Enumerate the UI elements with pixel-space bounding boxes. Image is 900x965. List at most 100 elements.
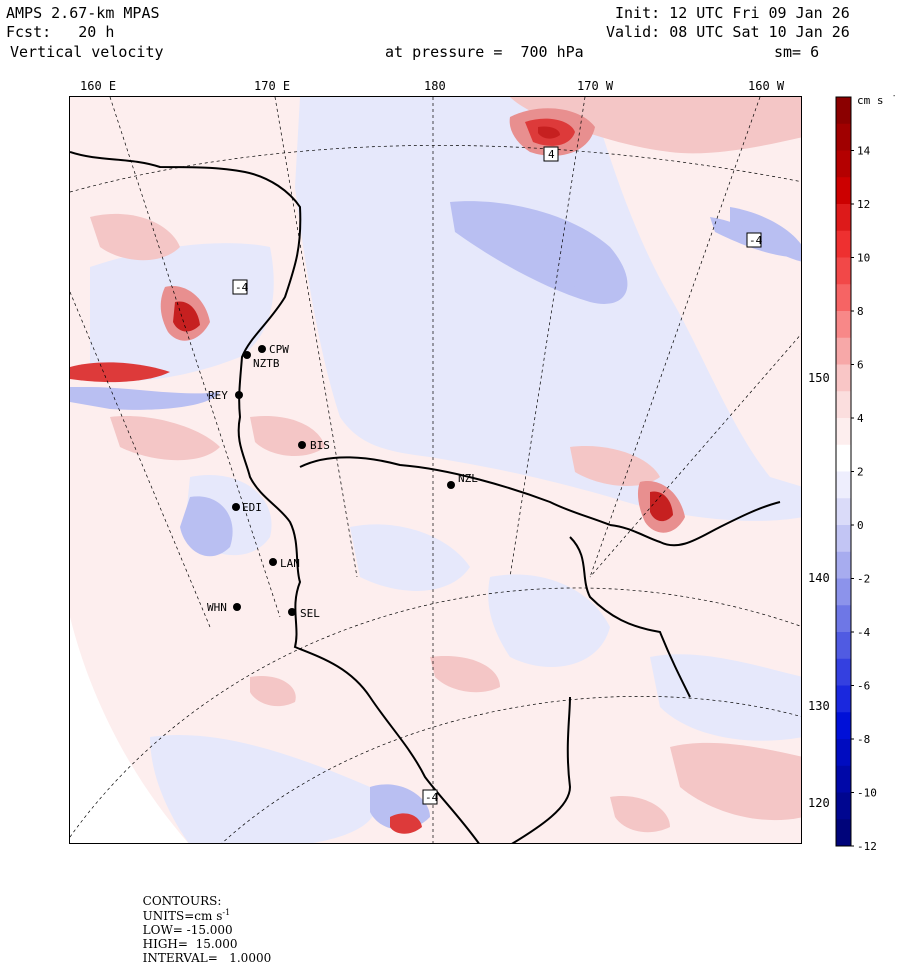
footer-high: HIGH= 15.000 <box>142 937 238 951</box>
station-sel: SEL <box>288 607 320 620</box>
colorbar-tick-label: -4 <box>857 626 871 639</box>
colorbar-swatch <box>836 685 851 713</box>
stations: CPW NZTB REY BIS NZL EDI LAN SEL WHN <box>207 343 478 620</box>
weak-descent-regions <box>90 97 801 843</box>
high-marker-1: 4 <box>543 146 559 162</box>
colorbar-swatch <box>836 177 851 205</box>
svg-text:REY: REY <box>208 389 228 402</box>
colorbar-swatch <box>836 792 851 820</box>
colorbar-tick-label: -2 <box>857 573 870 586</box>
svg-text:-4: -4 <box>749 234 763 247</box>
colorbar-tick-label: 10 <box>857 252 870 265</box>
colorbar-swatch <box>836 230 851 258</box>
colorbar-swatch <box>836 97 851 125</box>
low-marker-3: -4 <box>422 789 439 805</box>
field-name: Vertical velocity <box>10 43 164 61</box>
svg-text:EDI: EDI <box>242 501 262 514</box>
colorbar-swatch <box>836 712 851 740</box>
colorbar-swatch <box>836 498 851 526</box>
colorbar-tick-label: 8 <box>857 305 864 318</box>
svg-text:-4: -4 <box>235 281 249 294</box>
svg-text:SEL: SEL <box>300 607 320 620</box>
footer-units: UNITS=cm s <box>142 909 223 923</box>
colorbar-swatch <box>836 632 851 660</box>
colorbar-swatch <box>836 257 851 285</box>
svg-text:LAN: LAN <box>280 557 300 570</box>
lon-label-160e: 160 E <box>80 79 117 93</box>
init-time: Init: 12 UTC Fri 09 Jan 26 <box>615 4 850 22</box>
colorbar-tick-label: 6 <box>857 359 864 372</box>
svg-text:BIS: BIS <box>310 439 330 452</box>
svg-text:WHN: WHN <box>207 601 227 614</box>
footer-low: LOW= -15.000 <box>142 923 233 937</box>
svg-text:NZTB: NZTB <box>253 357 280 370</box>
colorbar-tick-label: 2 <box>857 466 864 479</box>
colorbar-swatches <box>836 97 851 847</box>
colorbar-tick-label: -8 <box>857 733 870 746</box>
svg-text:-4: -4 <box>425 791 439 804</box>
lon-label-170e: 170 E <box>254 79 291 93</box>
station-rey: REY <box>208 389 243 402</box>
colorbar-swatch <box>836 337 851 365</box>
colorbar-swatch <box>836 123 851 151</box>
valid-time: Valid: 08 UTC Sat 10 Jan 26 <box>606 23 850 41</box>
low-marker-1: -4 <box>232 279 249 295</box>
lon-label-180: 180 <box>424 79 446 93</box>
colorbar-swatch <box>836 364 851 392</box>
smoothing: sm= 6 <box>774 43 820 61</box>
station-edi: EDI <box>232 501 262 514</box>
colorbar-swatch <box>836 311 851 339</box>
colorbar-tick-label: 14 <box>857 145 871 158</box>
highlow-markers: -4 4 -4 -4 <box>232 146 763 805</box>
forecast-hour: Fcst: 20 h <box>6 23 115 41</box>
station-bis: BIS <box>298 439 330 452</box>
colorbar-tick-label: -10 <box>857 787 877 800</box>
footer-units-group: UNITS=cm s-1 <box>142 908 231 923</box>
station-nzl: NZL <box>447 472 478 489</box>
contour-info: CONTOURS: UNITS=cm s-1 LOW= -15.000 HIGH… <box>135 880 277 965</box>
moderate-descent-regions <box>70 201 801 830</box>
colorbar-tick-label: 4 <box>857 412 864 425</box>
pressure-level: at pressure = 700 hPa <box>385 43 584 61</box>
footer-units-exp: -1 <box>222 908 231 917</box>
model-title: AMPS 2.67-km MPAS <box>6 4 160 22</box>
colorbar-swatch <box>836 578 851 606</box>
colorbar-swatch <box>836 284 851 312</box>
low-marker-2: -4 <box>746 232 763 248</box>
strong-ascent-cores <box>70 108 685 834</box>
svg-text:4: 4 <box>548 148 555 161</box>
coastline <box>70 151 781 843</box>
colorbar-swatch <box>836 658 851 686</box>
colorbar-swatch <box>836 204 851 232</box>
station-nztb: NZTB <box>243 351 280 370</box>
colorbar-swatch <box>836 444 851 472</box>
colorbar-swatch <box>836 525 851 553</box>
colorbar-units: cm s <box>857 94 884 107</box>
svg-text:NZL: NZL <box>458 472 478 485</box>
footer-interval: INTERVAL= 1.0000 <box>142 951 272 965</box>
graticule <box>70 97 801 843</box>
svg-text:CPW: CPW <box>269 343 289 356</box>
colorbar-swatch <box>836 819 851 847</box>
colorbar-tick-label: 0 <box>857 519 864 532</box>
map-panel: CPW NZTB REY BIS NZL EDI LAN SEL WHN -4 … <box>69 96 802 844</box>
colorbar-swatch <box>836 150 851 178</box>
colorbar-swatch <box>836 471 851 499</box>
station-lan: LAN <box>269 557 300 570</box>
footer-contours: CONTOURS: <box>142 894 222 908</box>
off-domain-area <box>70 617 189 843</box>
lon-label-160w: 160 W <box>748 79 785 93</box>
colorbar-units-exp: -1 <box>892 92 895 100</box>
colorbar-tick-label: 12 <box>857 198 870 211</box>
colorbar-swatch <box>836 605 851 633</box>
colorbar-tick-label: -12 <box>857 840 877 852</box>
colorbar-swatch <box>836 391 851 419</box>
station-whn: WHN <box>207 601 241 614</box>
colorbar-tick-label: -6 <box>857 680 870 693</box>
colorbar-swatch <box>836 418 851 446</box>
colorbar-swatch <box>836 739 851 767</box>
vertical-velocity-map: CPW NZTB REY BIS NZL EDI LAN SEL WHN -4 … <box>70 97 801 843</box>
colorbar-swatch <box>836 551 851 579</box>
